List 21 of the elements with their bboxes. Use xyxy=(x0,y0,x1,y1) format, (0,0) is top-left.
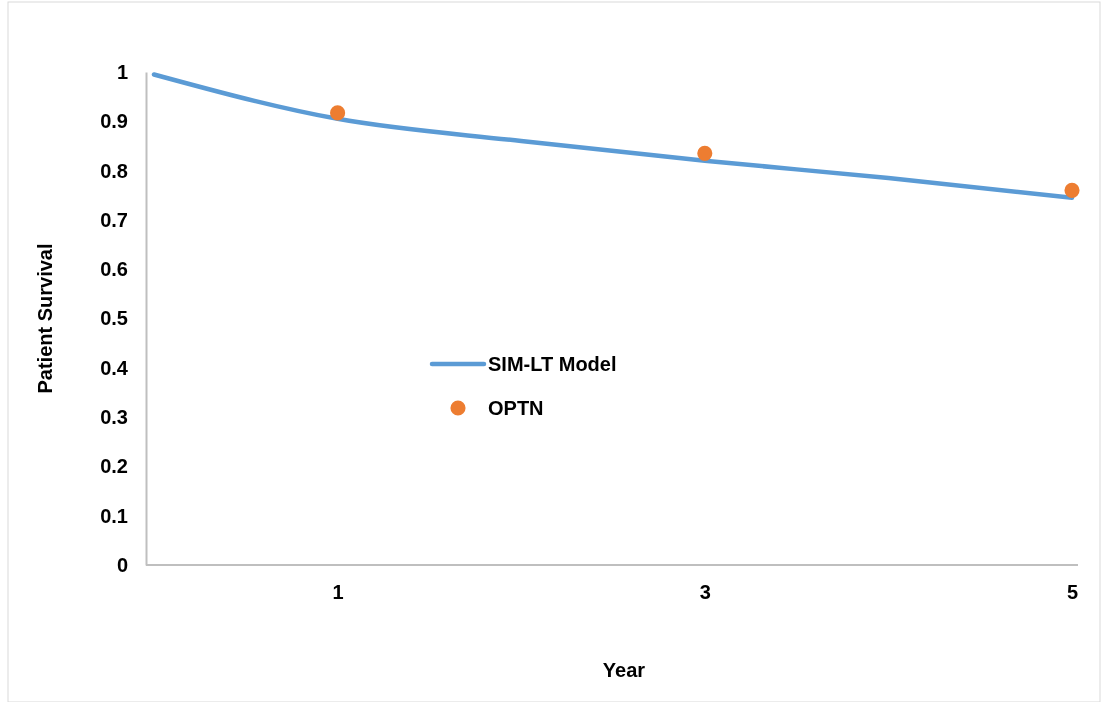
y-tick-label: 0.5 xyxy=(100,307,128,330)
y-tick-label: 0.7 xyxy=(100,208,128,231)
y-axis-title: Patient Survival xyxy=(34,243,56,394)
x-tick-label: 1 xyxy=(332,581,344,604)
point xyxy=(697,145,713,161)
y-tick-label: 1 xyxy=(116,60,128,83)
x-tick-label: 5 xyxy=(1066,581,1079,604)
y-tick-label: 0.3 xyxy=(100,406,128,428)
y-tick-label: 0 xyxy=(116,553,128,576)
y-tick-label: 0.2 xyxy=(100,455,128,478)
legend-label: SIM-LT Model xyxy=(488,353,617,375)
x-tick-label: 3 xyxy=(699,581,711,604)
x-axis-title: Year xyxy=(602,659,646,681)
y-tick-label: 0.6 xyxy=(100,258,128,281)
y-tick-label: 0.4 xyxy=(100,356,129,379)
point xyxy=(330,105,346,121)
y-tick-label: 0.8 xyxy=(100,159,128,182)
legend-label: OPTN xyxy=(488,397,544,419)
y-tick-label: 0.1 xyxy=(100,504,128,527)
y-tick-label: 0.9 xyxy=(100,110,128,133)
point xyxy=(1064,182,1080,198)
